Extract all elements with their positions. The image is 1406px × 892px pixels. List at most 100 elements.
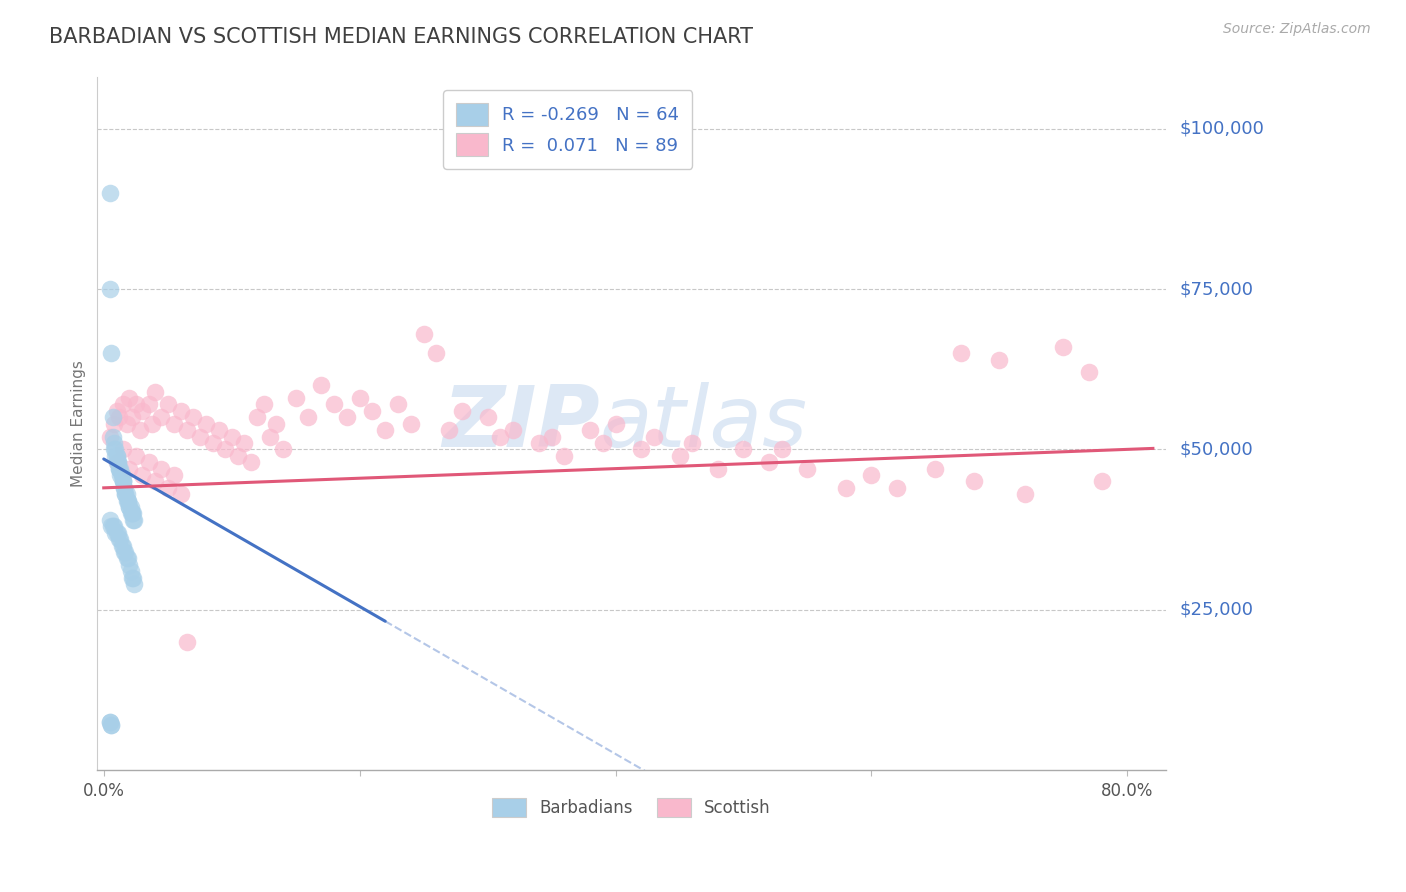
Point — [114, 487, 136, 501]
Point — [100, 519, 122, 533]
Point — [104, 442, 127, 457]
Text: $25,000: $25,000 — [1180, 600, 1254, 619]
Point — [886, 481, 908, 495]
Point — [176, 634, 198, 648]
Point — [592, 436, 614, 450]
Point — [108, 532, 131, 546]
Point — [770, 442, 793, 457]
Point — [103, 417, 125, 431]
Point — [733, 442, 755, 457]
Point — [118, 391, 141, 405]
Point — [100, 718, 122, 732]
Point — [1014, 487, 1036, 501]
Point — [98, 186, 121, 200]
Point — [105, 455, 128, 469]
Point — [122, 507, 145, 521]
Point — [118, 461, 141, 475]
Point — [103, 519, 125, 533]
Point — [124, 577, 146, 591]
Point — [201, 436, 224, 450]
Point — [284, 391, 307, 405]
Point — [425, 346, 447, 360]
Point — [108, 410, 131, 425]
Point — [259, 429, 281, 443]
Point — [1052, 340, 1074, 354]
Point — [477, 410, 499, 425]
Point — [121, 507, 143, 521]
Point — [105, 525, 128, 540]
Point — [163, 417, 186, 431]
Point — [271, 442, 294, 457]
Point — [150, 410, 173, 425]
Point — [114, 487, 136, 501]
Point — [103, 436, 125, 450]
Point — [758, 455, 780, 469]
Point — [117, 493, 139, 508]
Point — [111, 397, 134, 411]
Point — [169, 404, 191, 418]
Point — [115, 493, 138, 508]
Point — [156, 481, 179, 495]
Point — [309, 378, 332, 392]
Point — [451, 404, 474, 418]
Point — [115, 551, 138, 566]
Point — [221, 429, 243, 443]
Point — [1077, 366, 1099, 380]
Point — [138, 455, 160, 469]
Point — [297, 410, 319, 425]
Point — [108, 461, 131, 475]
Point — [105, 455, 128, 469]
Point — [630, 442, 652, 457]
Text: $50,000: $50,000 — [1180, 441, 1253, 458]
Point — [111, 539, 134, 553]
Text: ZIP: ZIP — [441, 382, 599, 466]
Point — [138, 397, 160, 411]
Point — [131, 468, 153, 483]
Point — [1091, 475, 1114, 489]
Point — [131, 404, 153, 418]
Point — [156, 397, 179, 411]
Point — [141, 417, 163, 431]
Point — [110, 468, 132, 483]
Point — [120, 500, 142, 514]
Point — [361, 404, 384, 418]
Point — [214, 442, 236, 457]
Point — [707, 461, 730, 475]
Point — [239, 455, 262, 469]
Point — [111, 475, 134, 489]
Point — [112, 481, 135, 495]
Point — [150, 461, 173, 475]
Point — [115, 487, 138, 501]
Point — [181, 410, 204, 425]
Point — [105, 449, 128, 463]
Point — [266, 417, 288, 431]
Legend: Barbadians, Scottish: Barbadians, Scottish — [485, 791, 778, 824]
Point — [399, 417, 422, 431]
Point — [98, 429, 121, 443]
Point — [98, 282, 121, 296]
Point — [118, 500, 141, 514]
Point — [681, 436, 703, 450]
Point — [176, 423, 198, 437]
Point — [100, 718, 122, 732]
Point — [98, 714, 121, 729]
Point — [121, 507, 143, 521]
Point — [233, 436, 256, 450]
Point — [125, 449, 148, 463]
Point — [143, 475, 166, 489]
Point — [208, 423, 231, 437]
Point — [988, 352, 1011, 367]
Point — [336, 410, 359, 425]
Point — [437, 423, 460, 437]
Point — [120, 564, 142, 578]
Text: atlas: atlas — [599, 382, 807, 466]
Point — [110, 461, 132, 475]
Point — [246, 410, 269, 425]
Point — [387, 397, 409, 411]
Point — [949, 346, 972, 360]
Point — [128, 423, 150, 437]
Point — [104, 449, 127, 463]
Point — [101, 410, 124, 425]
Point — [122, 513, 145, 527]
Point — [553, 449, 575, 463]
